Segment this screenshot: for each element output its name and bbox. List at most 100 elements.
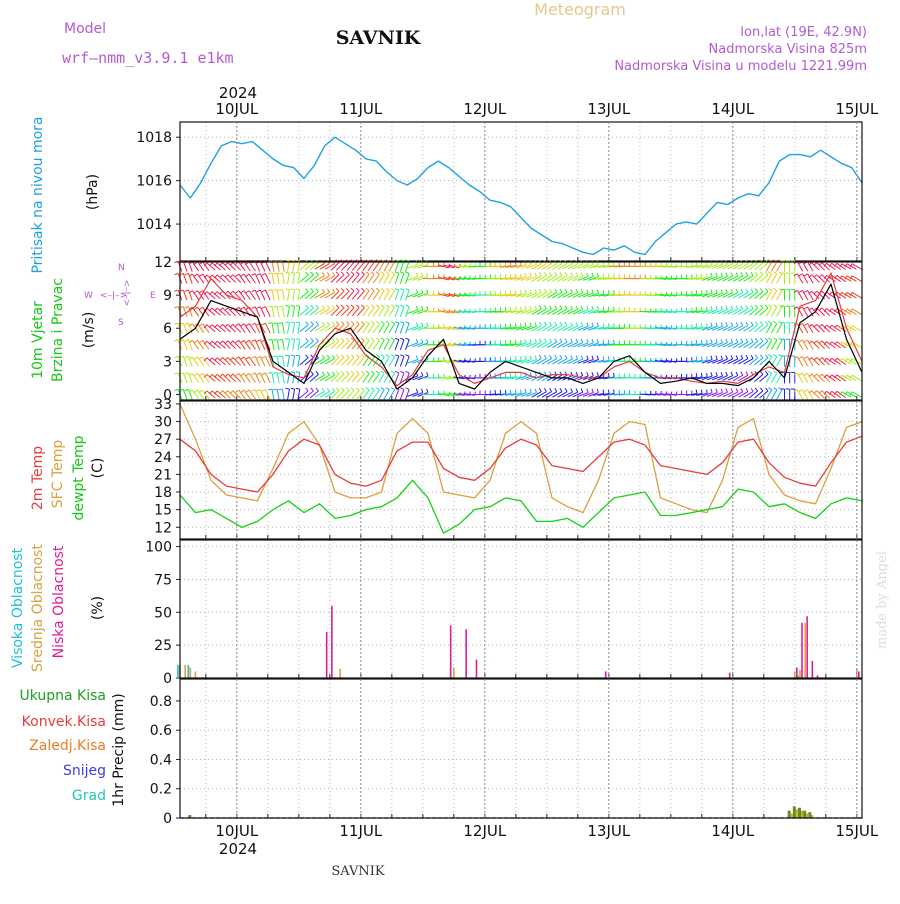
wind-barb-flag	[273, 306, 277, 307]
top-day-label: 15JUL	[835, 100, 878, 118]
wind-barb-flag	[603, 323, 604, 327]
wind-barb-flag	[174, 323, 178, 324]
wind-barb-flag	[701, 390, 702, 394]
wind-barb-flag	[291, 388, 295, 389]
bottom-day-label: 13JUL	[587, 822, 630, 840]
wind-barb-flag	[291, 322, 295, 323]
wind-barb-flag	[510, 274, 511, 278]
wind-barb-flag	[696, 340, 697, 344]
temp-label-3: dewpt Temp	[71, 435, 87, 520]
wind-barb-flag	[614, 340, 615, 344]
wind-barb-flag	[614, 307, 615, 311]
wind-barb-flag	[286, 289, 290, 290]
precip-unit: 1hr Precip (mm)	[111, 693, 127, 806]
wind-barb-flag	[701, 340, 702, 344]
wind-barb-flag	[510, 290, 511, 294]
wind-barb-flag	[603, 390, 604, 394]
temp-unit: (C)	[90, 458, 106, 479]
top-day-label: 12JUL	[463, 100, 506, 118]
wind-barb-flag	[278, 306, 282, 307]
model-elevation-text: Nadmorska Visina u modelu 1221.99m	[614, 59, 867, 74]
footer-station: SAVNIK	[331, 864, 385, 879]
precip-conv-bar	[806, 814, 808, 818]
wind-barb-flag	[510, 323, 511, 327]
wind-barb-flag	[510, 357, 511, 361]
top-day-label: 11JUL	[339, 100, 382, 118]
wind-barb-flag	[614, 323, 615, 327]
compass-e: E	[150, 291, 156, 301]
product-title: Meteogram	[534, 0, 626, 19]
wind-barb-flag	[273, 273, 277, 274]
wind-barb-flag	[174, 373, 178, 374]
wind-barb-flag	[521, 323, 522, 327]
top-day-label: 14JUL	[711, 100, 754, 118]
bottom-day-label: 14JUL	[711, 822, 754, 840]
cloud-ytick-label: 50	[154, 605, 172, 621]
wind-barb-flag	[701, 357, 702, 361]
wind-barb-flag	[268, 306, 272, 307]
wind-barb-flag	[614, 274, 615, 278]
wind-barb-flag	[296, 306, 300, 307]
coords-text: lon,lat (19E, 42.9N)	[740, 25, 867, 40]
wind-barb-flag	[291, 260, 295, 261]
cloud-label-mid: Srednja Oblacnost	[30, 544, 46, 672]
wind-barb-flag	[521, 307, 522, 311]
wind-barb-flag	[515, 274, 516, 278]
precip-total-bar	[803, 811, 806, 818]
wind-barb-flag	[707, 390, 708, 394]
model-label: Model	[64, 21, 106, 37]
wind-barb-flag	[515, 340, 516, 344]
compass-s: S	[118, 318, 124, 328]
top-day-label: 10JUL	[215, 100, 258, 118]
precip-legend-item: Zaledj.Kisa	[29, 738, 106, 754]
bottom-day-label: 12JUL	[463, 822, 506, 840]
wind-unit: (m/s)	[81, 312, 97, 349]
wind-barb-flag	[707, 290, 708, 294]
wind-barb-flag	[608, 307, 609, 311]
wind-barb-flag	[268, 323, 272, 324]
wind-ytick-label: 9	[163, 288, 172, 304]
wind-barb-flag	[696, 390, 697, 394]
wind-barb-flag	[521, 274, 522, 278]
wind-barb-flag	[696, 373, 697, 377]
wind-barb-flag	[701, 290, 702, 294]
wind-barb-flag	[707, 307, 708, 311]
cloud-label-high: Visoka Oblacnost	[10, 547, 26, 668]
wind-barb-flag	[174, 307, 178, 308]
cloud-ytick-label: 100	[145, 540, 172, 556]
wind-barb-flag	[515, 290, 516, 294]
wind-barb-flag	[608, 390, 609, 394]
wind-barb-flag	[614, 357, 615, 361]
wind-barb-flag	[296, 260, 300, 261]
wind-barb-flag	[174, 389, 178, 390]
wind-barb-flag	[614, 390, 615, 394]
wind-barb-flag	[296, 372, 300, 373]
wind-barb-flag	[291, 289, 295, 290]
precip-legend-item: Grad	[72, 788, 106, 804]
pressure-ytick-label: 1018	[136, 130, 172, 146]
wind-barb-flag	[696, 357, 697, 361]
precip-ytick-label: 0	[163, 811, 172, 827]
wind-barb-flag	[296, 322, 300, 323]
wind-barb-flag	[707, 357, 708, 361]
wind-ytick-label: 12	[154, 255, 172, 271]
model-name: wrf–nmm_v3.9.1 e1km	[62, 49, 234, 67]
precip-ytick-label: 0.4	[150, 752, 172, 768]
wind-barb-flag	[278, 389, 282, 390]
wind-barb-flag	[510, 373, 511, 377]
precip-background	[180, 679, 862, 818]
cloud-unit: (%)	[90, 596, 106, 620]
wind-barb-flag	[603, 290, 604, 294]
wind-barb-flag	[273, 356, 277, 357]
wind-barb-flag	[273, 323, 277, 324]
wind-barb-flag	[286, 306, 290, 307]
cloud-ytick-label: 0	[163, 671, 172, 687]
wind-barb-flag	[291, 355, 295, 356]
watermark: made by Angel	[875, 551, 890, 649]
wind-barb-flag	[286, 388, 290, 389]
wind-barb-flag	[696, 307, 697, 311]
wind-barb-flag	[174, 290, 178, 291]
